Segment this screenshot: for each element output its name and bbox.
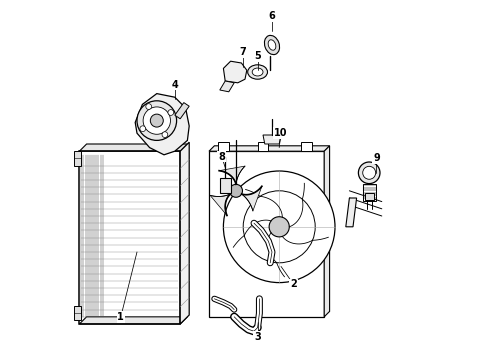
Circle shape — [168, 110, 174, 115]
Text: 4: 4 — [172, 80, 178, 90]
Circle shape — [229, 184, 243, 197]
Polygon shape — [258, 142, 269, 151]
Circle shape — [269, 217, 289, 237]
Circle shape — [162, 132, 168, 138]
Polygon shape — [175, 103, 189, 119]
Circle shape — [363, 166, 376, 179]
Polygon shape — [210, 194, 230, 216]
Polygon shape — [301, 142, 312, 151]
Text: 3: 3 — [254, 332, 261, 342]
Circle shape — [150, 114, 163, 127]
Polygon shape — [242, 186, 262, 211]
Text: 8: 8 — [218, 152, 225, 162]
Circle shape — [146, 104, 151, 109]
Circle shape — [140, 126, 146, 132]
Polygon shape — [74, 306, 81, 320]
Ellipse shape — [252, 68, 263, 76]
Text: 1: 1 — [118, 312, 124, 322]
Polygon shape — [324, 146, 330, 317]
Text: 7: 7 — [240, 47, 246, 57]
Circle shape — [223, 171, 335, 283]
Text: 5: 5 — [254, 51, 261, 61]
Text: 9: 9 — [373, 153, 380, 163]
Polygon shape — [346, 198, 357, 227]
Text: 6: 6 — [269, 11, 275, 21]
Polygon shape — [223, 61, 247, 83]
Text: 2: 2 — [290, 279, 297, 289]
Polygon shape — [219, 166, 245, 184]
Ellipse shape — [265, 35, 280, 55]
Circle shape — [137, 101, 176, 140]
Polygon shape — [209, 146, 330, 151]
Text: 10: 10 — [274, 128, 288, 138]
Bar — [365, 193, 374, 200]
Polygon shape — [220, 81, 234, 92]
Polygon shape — [218, 142, 229, 151]
Polygon shape — [180, 142, 189, 324]
Polygon shape — [79, 144, 187, 151]
Bar — [79, 151, 180, 324]
Bar — [220, 178, 231, 193]
Polygon shape — [263, 135, 281, 144]
Circle shape — [143, 107, 171, 134]
Bar — [363, 184, 376, 201]
Ellipse shape — [268, 40, 276, 50]
Bar — [209, 151, 324, 317]
Circle shape — [358, 162, 380, 184]
Ellipse shape — [248, 65, 268, 79]
Polygon shape — [74, 151, 81, 166]
Polygon shape — [135, 94, 189, 155]
Polygon shape — [79, 317, 187, 324]
